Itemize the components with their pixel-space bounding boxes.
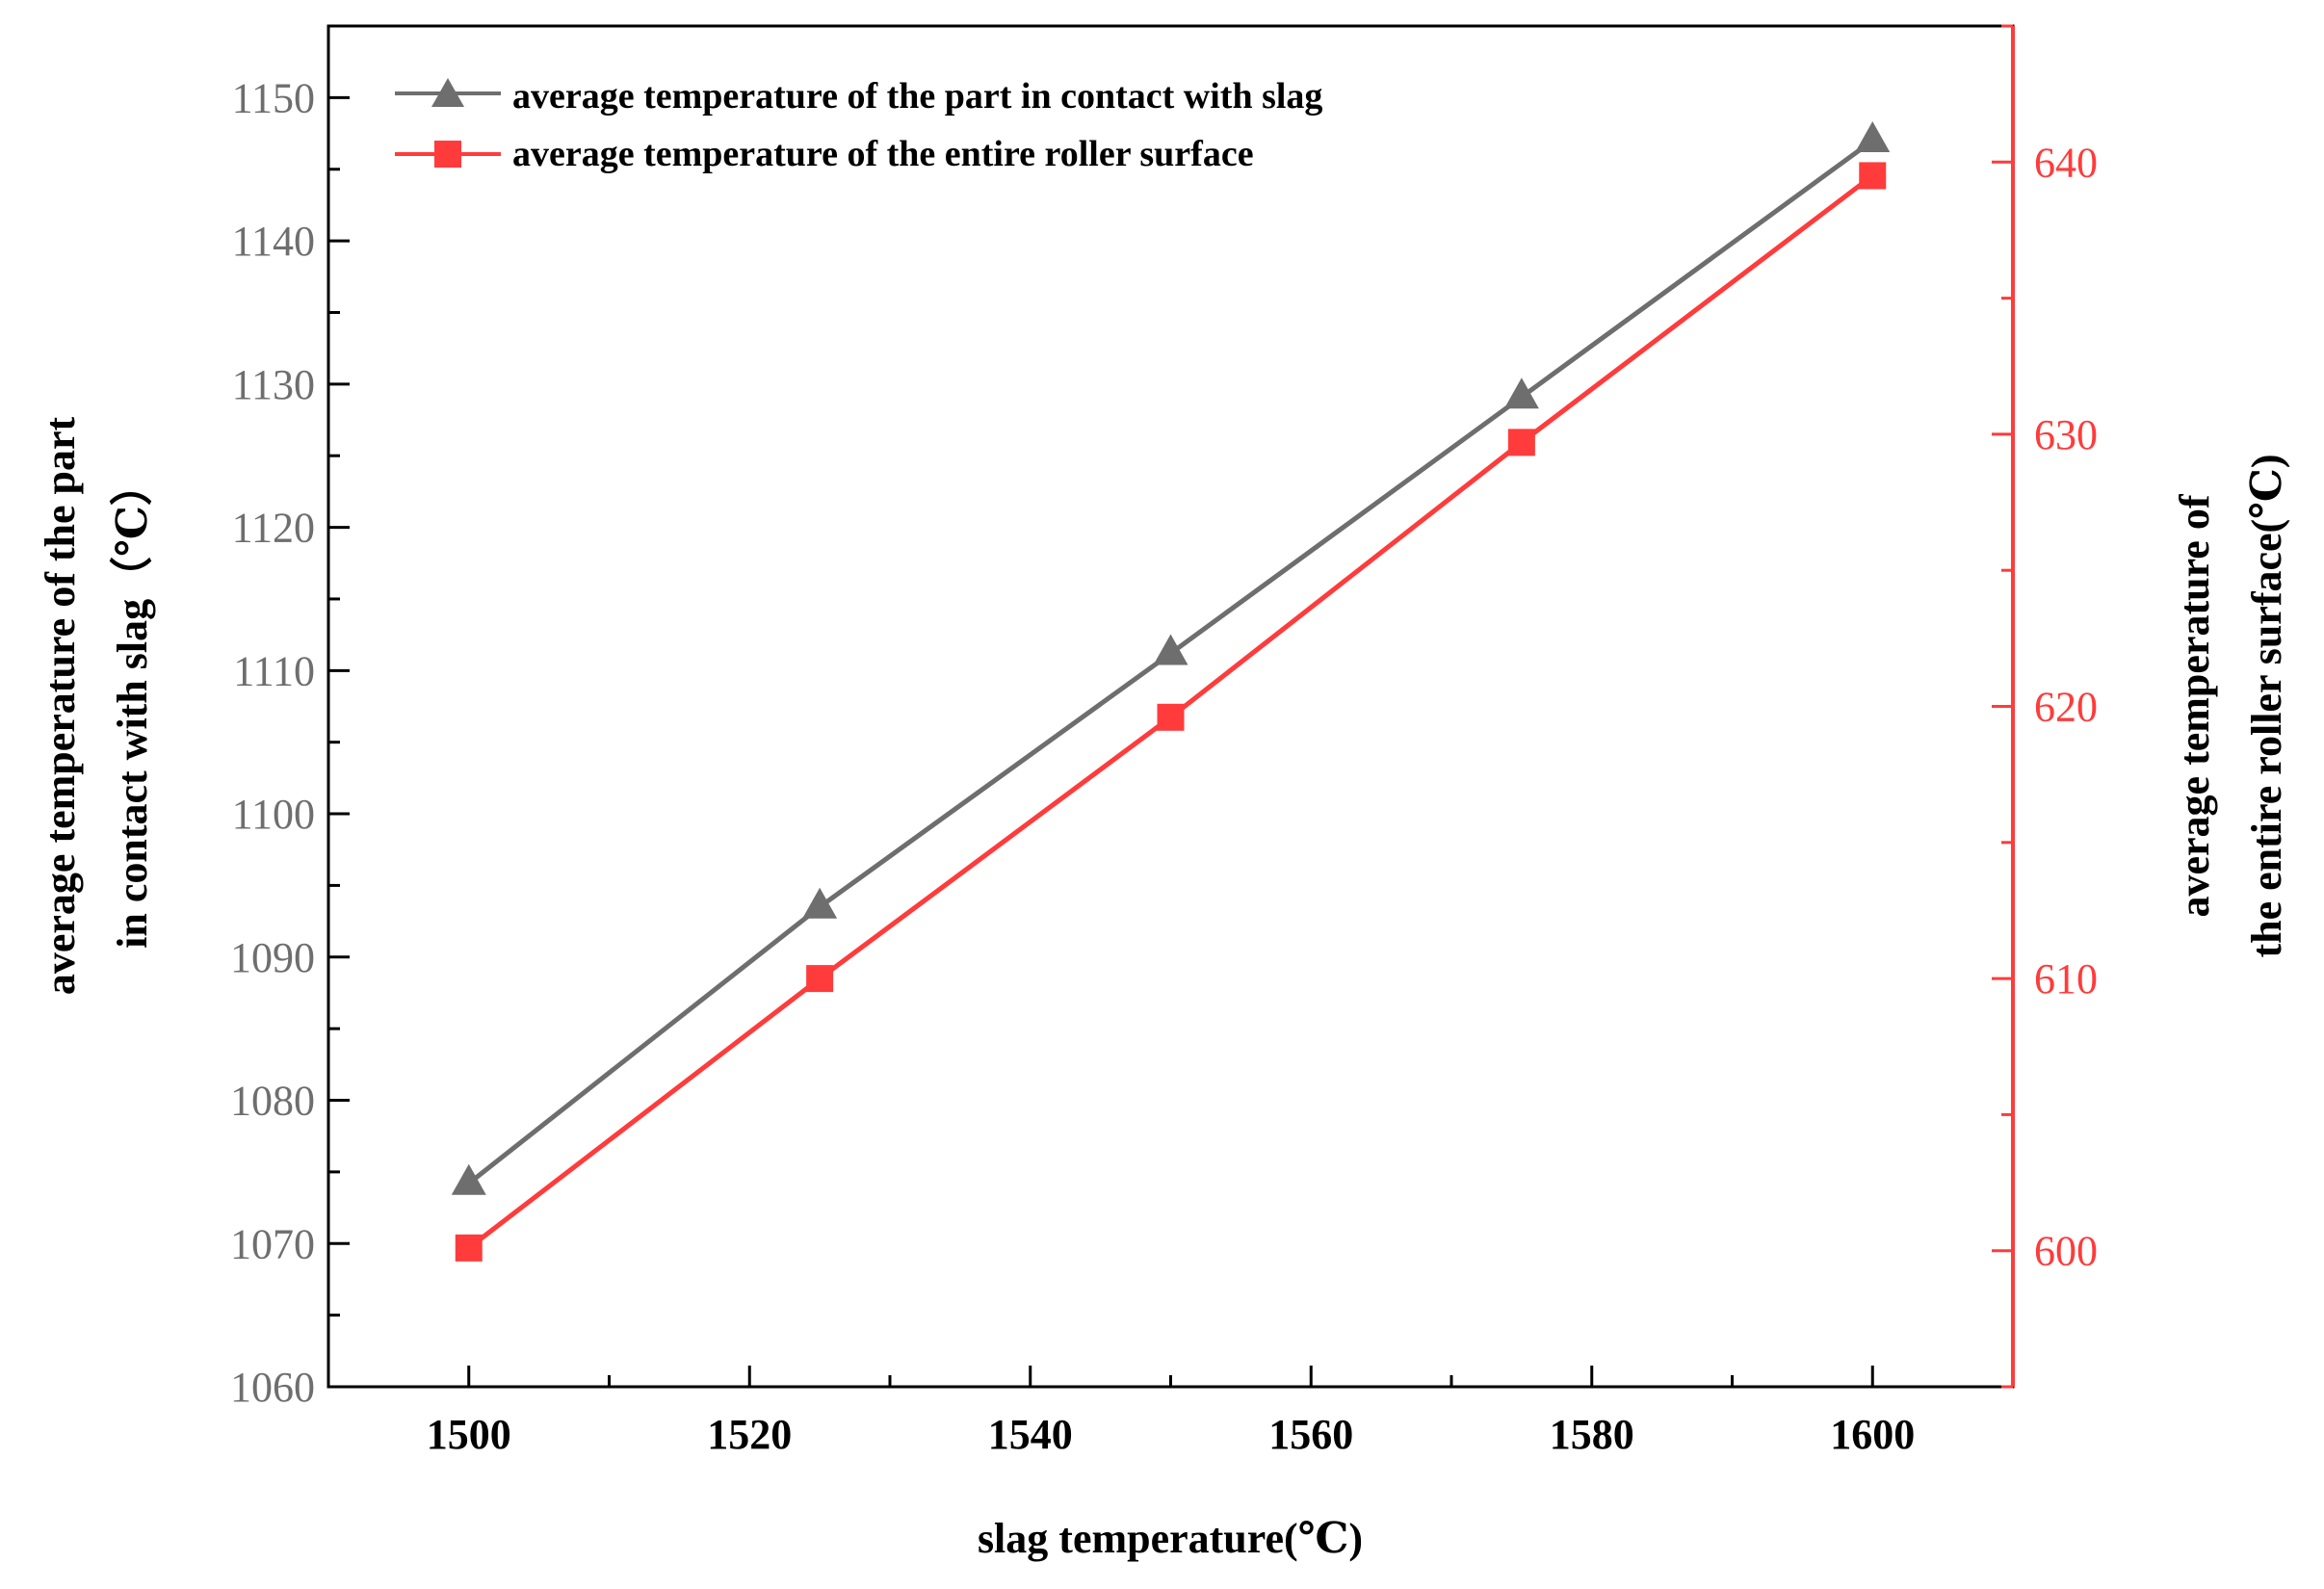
x-axis: 1500 1520 1540 1560 1580 1600 [427,1366,1915,1458]
left-axis-title-line-2: in contact with slag（℃） [109,463,156,949]
left-tick-label: 1100 [232,791,315,838]
left-tick-label: 1090 [230,934,315,981]
right-y-axis: 600 610 620 630 640 [1992,24,2098,1389]
right-axis-title: average temperature of the entire roller… [2171,454,2290,957]
right-axis-title-line-2: the entire roller surface(℃) [2243,454,2290,957]
legend: average temperature of the part in conta… [395,76,1322,174]
x-tick-label: 1540 [988,1411,1073,1458]
right-tick-label: 600 [2034,1228,2098,1275]
data-point-square [1859,162,1887,190]
left-axis-title-line-1: average temperature of the part [37,417,84,996]
left-tick-label: 1070 [230,1220,315,1267]
legend-square-icon [434,141,461,168]
left-tick-label: 1130 [232,361,315,408]
x-tick-label: 1500 [427,1411,511,1458]
data-point-triangle [1855,120,1891,152]
x-tick-label: 1580 [1550,1411,1634,1458]
legend-item-red: average temperature of the entire roller… [395,134,1254,174]
left-tick-label: 1150 [232,74,315,121]
left-tick-label: 1080 [230,1078,315,1125]
right-tick-label: 640 [2034,139,2098,186]
x-axis-title: slag temperature(℃) [978,1515,1363,1562]
data-point-triangle [1153,634,1188,665]
data-point-square [455,1234,483,1262]
left-tick-label: 1110 [233,647,315,694]
left-y-axis: 1060 1070 1080 1090 1100 1110 1120 1130 1140 1150 [230,74,350,1411]
x-tick-label: 1560 [1268,1411,1353,1458]
left-tick-label: 1120 [232,505,315,552]
data-point-triangle [451,1163,486,1195]
right-axis-title-line-1: average temperature of [2171,493,2218,917]
left-tick-label: 1140 [232,218,315,265]
right-tick-label: 630 [2034,411,2098,458]
legend-item-gray: average temperature of the part in conta… [395,76,1322,117]
legend-triangle-icon [431,78,464,107]
legend-label-gray: average temperature of the part in conta… [512,76,1322,117]
legend-label-red: average temperature of the entire roller… [512,134,1254,174]
data-point-triangle [802,887,838,919]
right-tick-label: 620 [2034,684,2098,731]
left-axis-title: average temperature of the part in conta… [37,417,156,996]
right-tick-label: 610 [2034,955,2098,1003]
x-tick-label: 1600 [1830,1411,1915,1458]
data-point-triangle [1503,378,1539,409]
data-point-square [806,965,834,993]
data-point-square [1157,703,1185,731]
x-tick-label: 1520 [707,1411,792,1458]
series-layer [451,120,1891,1262]
left-tick-label: 1060 [230,1364,315,1411]
data-point-square [1507,429,1535,456]
